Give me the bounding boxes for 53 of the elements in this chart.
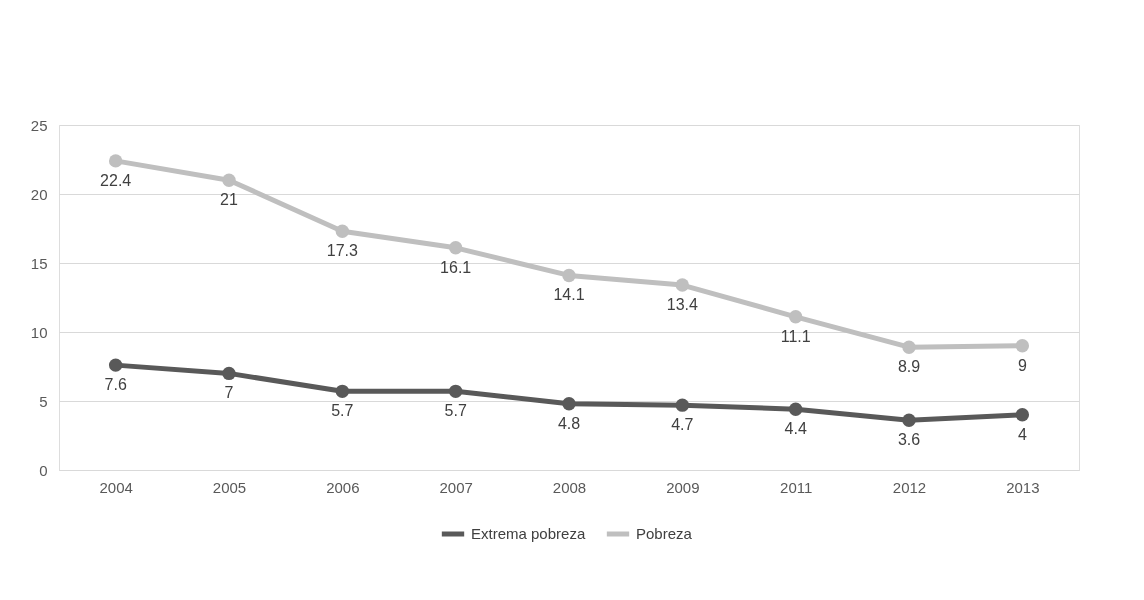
point bbox=[1015, 408, 1030, 422]
y-tick-label: 5 bbox=[39, 392, 48, 410]
x-tick-label: 2009 bbox=[666, 478, 700, 496]
data-label: 4.8 bbox=[557, 414, 581, 432]
legend-label: Extrema pobreza bbox=[471, 525, 586, 542]
data-label: 7.6 bbox=[104, 376, 127, 394]
y-tick-label: 10 bbox=[30, 323, 48, 341]
data-label: 7 bbox=[224, 384, 234, 402]
data-label: 11.1 bbox=[780, 327, 811, 345]
x-tick-label: 2013 bbox=[1006, 478, 1040, 496]
x-tick-label: 2012 bbox=[892, 478, 927, 496]
data-label: 8.9 bbox=[897, 358, 921, 376]
x-tick-label: 2004 bbox=[99, 478, 133, 496]
data-label: 21 bbox=[220, 191, 238, 209]
data-label: 4.7 bbox=[671, 416, 694, 434]
data-label: 22.4 bbox=[100, 171, 132, 189]
point bbox=[788, 402, 803, 416]
point bbox=[1015, 339, 1030, 353]
data-label: 9 bbox=[1017, 356, 1027, 374]
y-tick-label: 25 bbox=[30, 116, 48, 134]
point bbox=[222, 366, 236, 381]
data-label: 17.3 bbox=[326, 242, 359, 260]
x-tick-label: 2008 bbox=[552, 478, 587, 496]
point bbox=[562, 397, 576, 411]
data-label: 16.1 bbox=[440, 258, 472, 276]
x-tick-label: 2011 bbox=[780, 478, 813, 496]
data-label: 13.4 bbox=[666, 296, 699, 314]
data-label: 5.7 bbox=[331, 402, 354, 420]
legend-label: Pobreza bbox=[636, 525, 693, 542]
x-tick-label: 2006 bbox=[326, 478, 360, 496]
data-label: 4 bbox=[1017, 425, 1027, 443]
data-label: 4.4 bbox=[784, 420, 807, 438]
point bbox=[562, 268, 576, 283]
y-tick-label: 0 bbox=[39, 461, 48, 479]
point bbox=[108, 154, 123, 168]
y-tick-label: 15 bbox=[30, 254, 48, 272]
data-label: 3.6 bbox=[897, 431, 921, 449]
point bbox=[335, 224, 350, 238]
point bbox=[108, 358, 123, 372]
data-label: 5.7 bbox=[444, 402, 467, 420]
point bbox=[902, 413, 916, 428]
y-tick-label: 20 bbox=[30, 185, 48, 203]
point bbox=[675, 278, 690, 292]
point bbox=[902, 340, 916, 354]
data-label: 14.1 bbox=[553, 286, 585, 304]
point bbox=[448, 241, 463, 255]
point bbox=[448, 384, 463, 399]
x-tick-label: 2007 bbox=[439, 478, 473, 496]
point bbox=[675, 398, 690, 412]
point bbox=[222, 173, 236, 187]
x-tick-label: 2005 bbox=[212, 478, 247, 496]
point bbox=[788, 310, 803, 324]
point bbox=[335, 384, 350, 399]
